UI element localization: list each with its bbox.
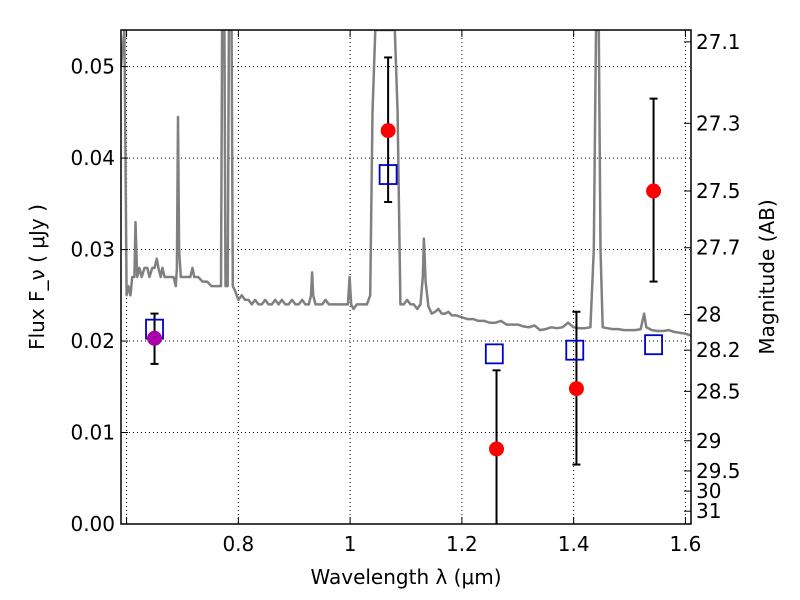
observed-flux-point [489,441,505,457]
y-tick-label: 0.01 [70,421,115,445]
model-flux-square [378,164,398,185]
model-flux-square [565,339,585,361]
x-tick-label: 1 [344,532,357,556]
observed-flux-point [147,330,163,346]
grid [121,30,691,525]
right-tick-label: 30 [696,479,721,503]
right-tick-label: 27.1 [696,30,741,54]
y-tick-label: 0.02 [70,329,115,353]
plot-frame [120,29,692,525]
right-tick-label: 29.5 [696,459,741,483]
x-tick-label: 0.8 [222,532,254,556]
x-tick-label: 1.6 [670,532,702,556]
right-tick-label: 27.7 [696,236,741,260]
y-tick-label: 0.00 [70,512,115,536]
model-flux-square [484,343,504,365]
y-axis-right-title: Magnitude (AB) [755,199,779,354]
y-tick-label: 0.03 [70,238,115,262]
right-tick-label: 28.5 [696,379,741,403]
axis-ticks: 0.8 1 1.2 1.4 1.6 0.00 0.01 0.02 0.03 0.04 0.05 27.… [70,30,740,556]
y-tick-label: 0.05 [70,55,115,79]
model-flux-square [644,334,663,356]
right-tick-label: 28 [696,303,721,327]
x-tick-label: 1.4 [558,532,590,556]
plot-content [121,30,691,337]
right-tick-label: 29 [696,429,721,453]
x-tick-label: 1.2 [446,532,478,556]
right-tick-label: 31 [696,499,721,523]
plot-area [121,30,691,524]
observed-flux-point [568,381,584,397]
y-tick-label: 0.04 [70,146,115,170]
observed-flux-point [646,183,662,199]
y-axis-title: Flux F_ν ( μJy ) [25,204,49,350]
right-tick-label: 28.2 [696,338,741,362]
model-spectrum-line [121,30,691,337]
observed-flux-point [380,123,396,139]
x-axis-title: Wavelength λ (μm) [310,565,501,589]
right-tick-label: 27.3 [696,111,741,135]
right-tick-label: 27.5 [696,179,741,203]
